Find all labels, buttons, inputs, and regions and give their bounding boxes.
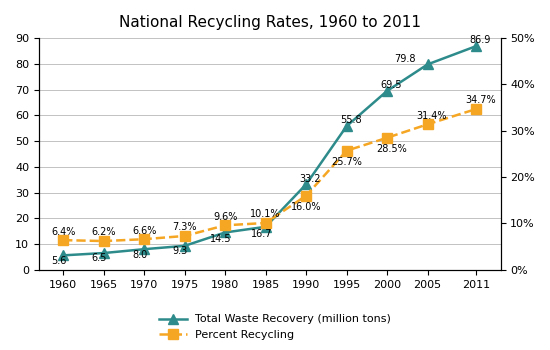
Total Waste Recovery (million tons) <box>182 244 188 248</box>
Percent Recycling <box>425 122 431 126</box>
Percent Recycling <box>60 238 67 242</box>
Text: 6.5: 6.5 <box>92 253 107 264</box>
Total Waste Recovery (million tons) <box>473 44 480 48</box>
Total Waste Recovery (million tons) <box>100 251 107 255</box>
Percent Recycling <box>262 221 269 225</box>
Text: 7.3%: 7.3% <box>172 222 197 232</box>
Percent Recycling <box>182 234 188 238</box>
Legend: Total Waste Recovery (million tons), Percent Recycling: Total Waste Recovery (million tons), Per… <box>155 310 395 344</box>
Total Waste Recovery (million tons) <box>222 230 228 235</box>
Percent Recycling <box>222 223 228 228</box>
Text: 16.7: 16.7 <box>251 229 272 238</box>
Percent Recycling <box>473 107 480 111</box>
Text: 69.5: 69.5 <box>381 80 402 90</box>
Text: 5.6: 5.6 <box>51 256 67 266</box>
Total Waste Recovery (million tons) <box>343 124 350 128</box>
Percent Recycling <box>100 239 107 243</box>
Text: 28.5%: 28.5% <box>376 144 406 154</box>
Text: 14.5: 14.5 <box>210 234 232 244</box>
Total Waste Recovery (million tons) <box>425 62 431 66</box>
Total Waste Recovery (million tons) <box>60 253 67 258</box>
Text: 34.7%: 34.7% <box>465 96 496 105</box>
Title: National Recycling Rates, 1960 to 2011: National Recycling Rates, 1960 to 2011 <box>119 15 421 30</box>
Line: Percent Recycling: Percent Recycling <box>58 104 481 246</box>
Text: 6.4%: 6.4% <box>51 226 75 237</box>
Line: Total Waste Recovery (million tons): Total Waste Recovery (million tons) <box>58 41 481 260</box>
Text: 33.2: 33.2 <box>300 174 321 183</box>
Text: 10.1%: 10.1% <box>250 209 281 219</box>
Text: 55.8: 55.8 <box>340 116 361 125</box>
Text: 16.0%: 16.0% <box>291 202 321 211</box>
Text: 6.2%: 6.2% <box>91 228 116 238</box>
Total Waste Recovery (million tons) <box>303 182 310 187</box>
Percent Recycling <box>343 149 350 153</box>
Text: 9.6%: 9.6% <box>213 212 238 222</box>
Total Waste Recovery (million tons) <box>262 225 269 229</box>
Text: 86.9: 86.9 <box>470 35 491 45</box>
Percent Recycling <box>141 237 147 241</box>
Text: 31.4%: 31.4% <box>416 111 447 121</box>
Text: 25.7%: 25.7% <box>331 156 362 167</box>
Text: 8.0: 8.0 <box>133 250 147 259</box>
Total Waste Recovery (million tons) <box>141 247 147 251</box>
Text: 79.8: 79.8 <box>395 54 416 64</box>
Total Waste Recovery (million tons) <box>384 89 390 93</box>
Text: 9.3: 9.3 <box>173 246 188 256</box>
Percent Recycling <box>384 136 390 140</box>
Text: 6.6%: 6.6% <box>132 226 156 236</box>
Percent Recycling <box>303 194 310 198</box>
